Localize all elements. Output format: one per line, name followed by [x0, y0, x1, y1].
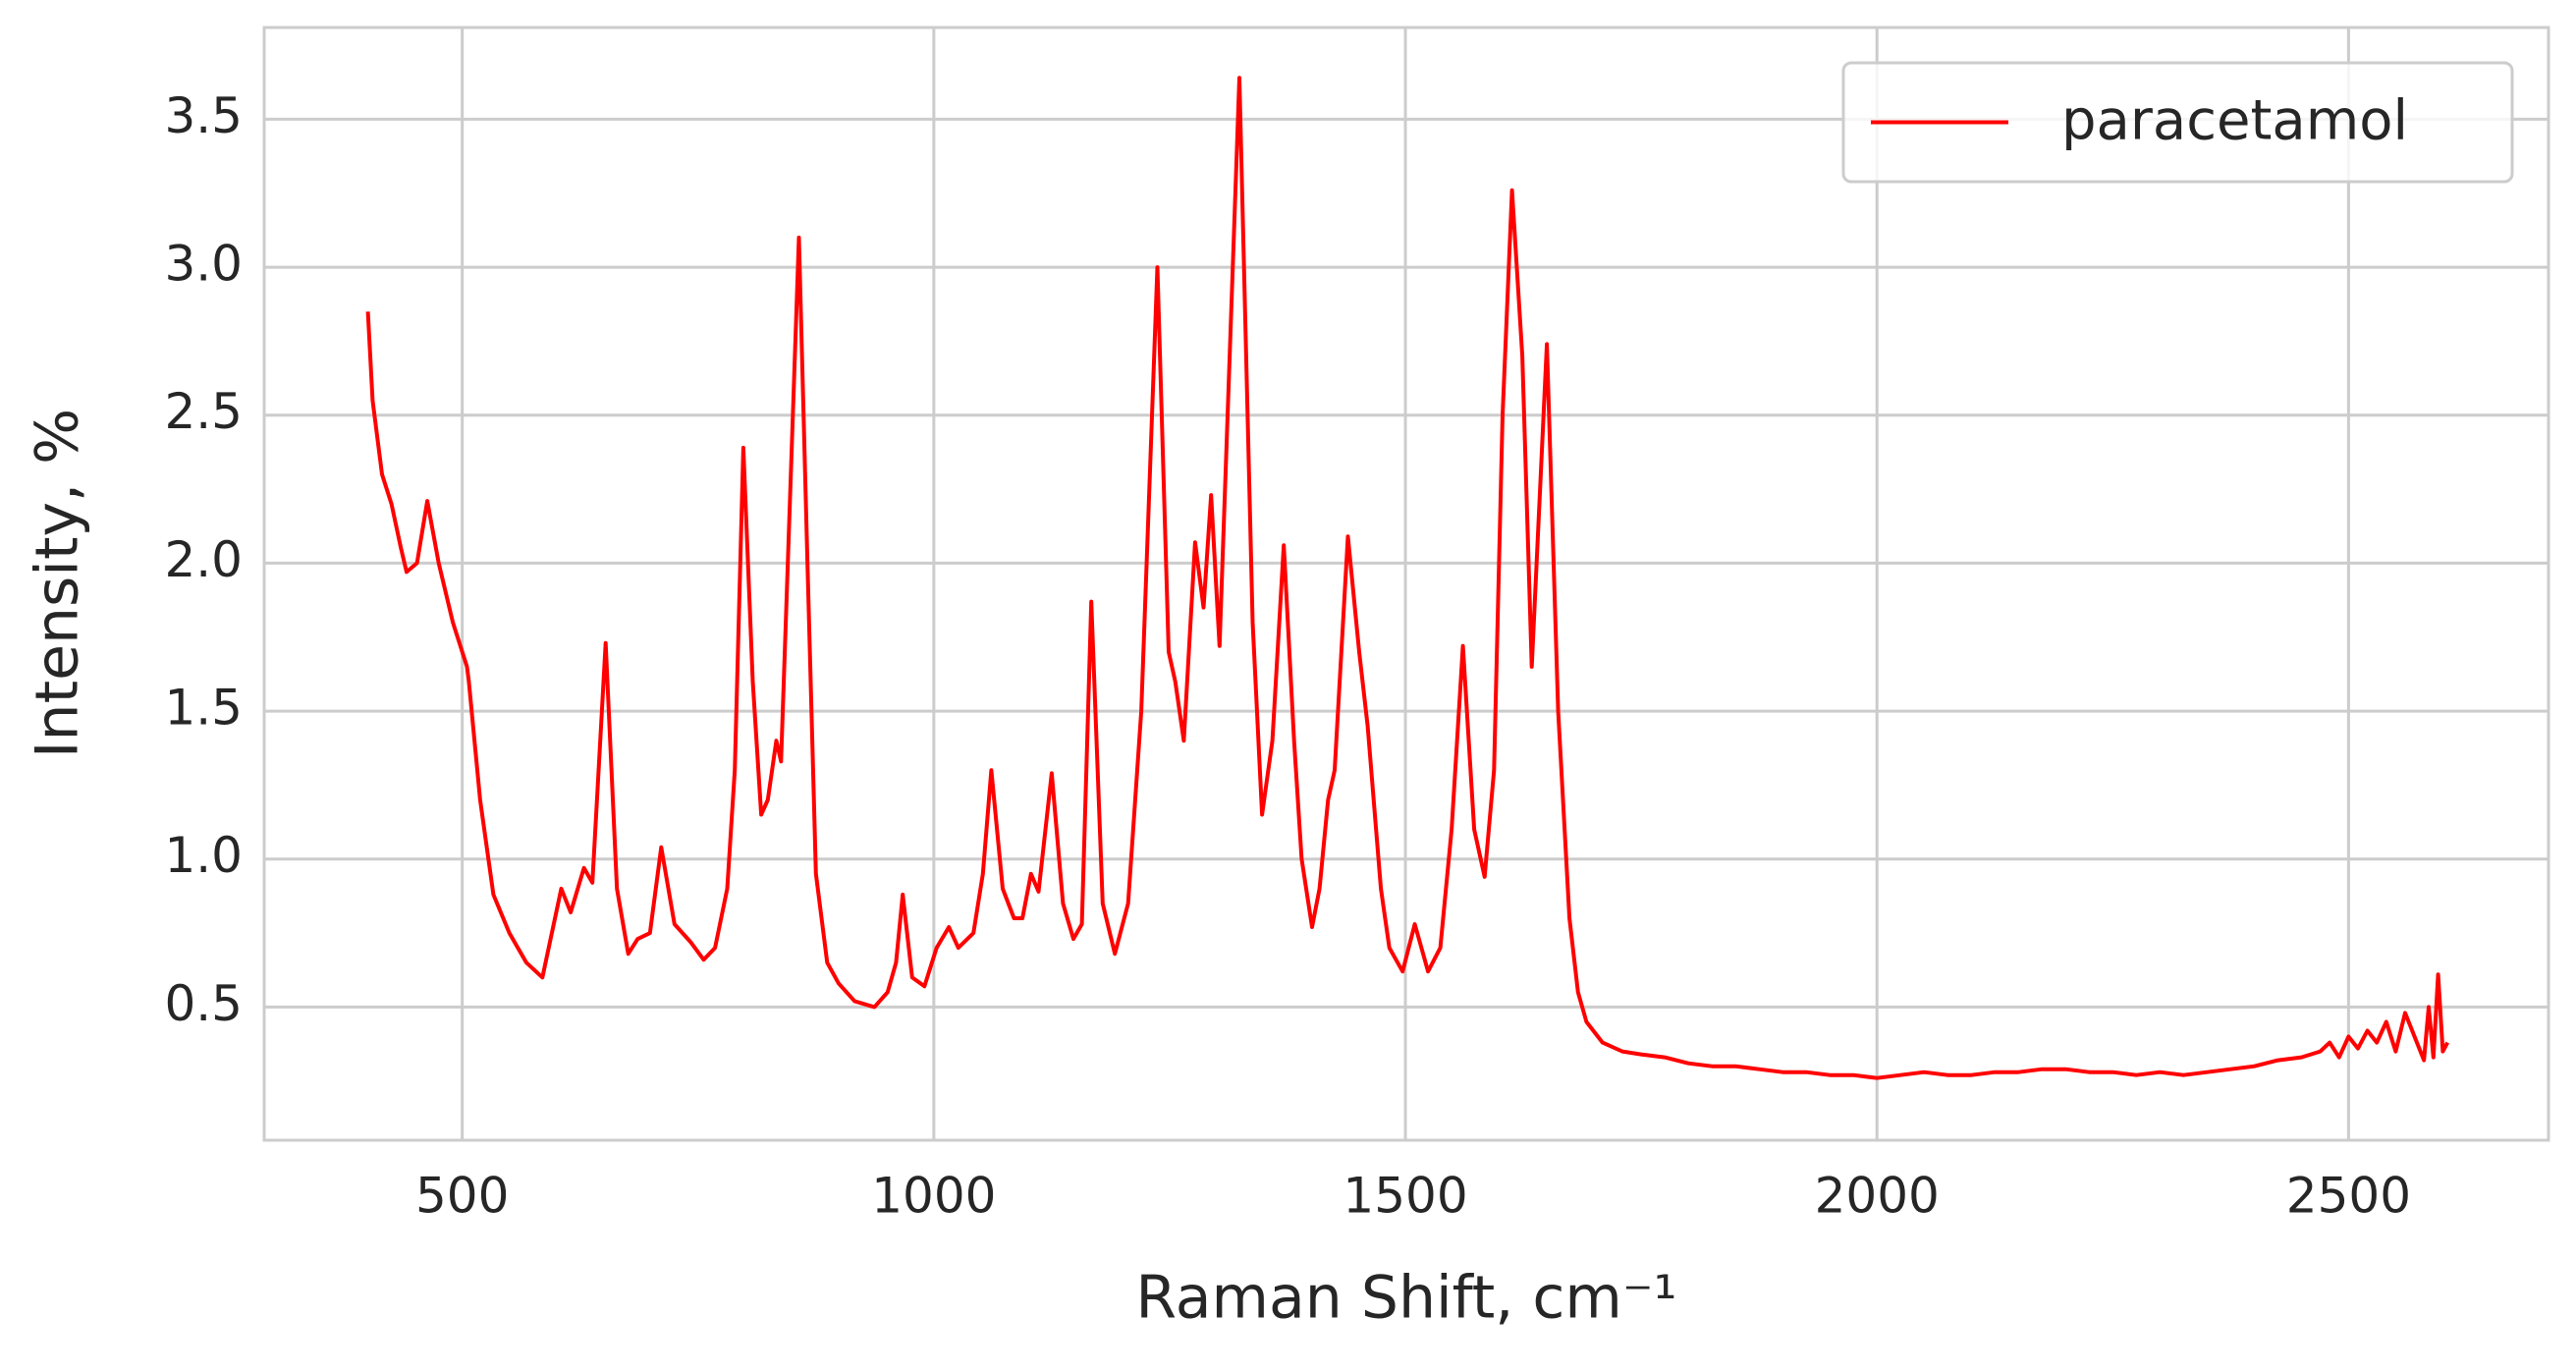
y-tick-label: 1.0 [164, 827, 243, 884]
x-tick-label: 2000 [1815, 1168, 1940, 1225]
y-tick-label: 0.5 [164, 975, 243, 1032]
y-tick-label: 3.5 [164, 87, 243, 144]
legend-box [1841, 61, 2514, 184]
x-axis-label: Raman Shift, cm⁻¹ [1135, 1264, 1676, 1333]
x-tick-label: 2500 [2286, 1168, 2411, 1225]
x-tick-label: 1500 [1343, 1168, 1467, 1225]
y-tick-label: 2.5 [164, 383, 243, 440]
y-tick-label: 1.5 [164, 680, 243, 737]
line [365, 76, 2449, 1080]
x-tick-label: 1000 [871, 1168, 996, 1225]
y-tick-label: 3.0 [164, 236, 243, 293]
legend-label: paracetamol [2061, 89, 2408, 153]
x-tick-label: 500 [415, 1168, 509, 1225]
y-tick-label: 2.0 [164, 531, 243, 588]
y-axis-label: Intensity, % [24, 409, 92, 758]
